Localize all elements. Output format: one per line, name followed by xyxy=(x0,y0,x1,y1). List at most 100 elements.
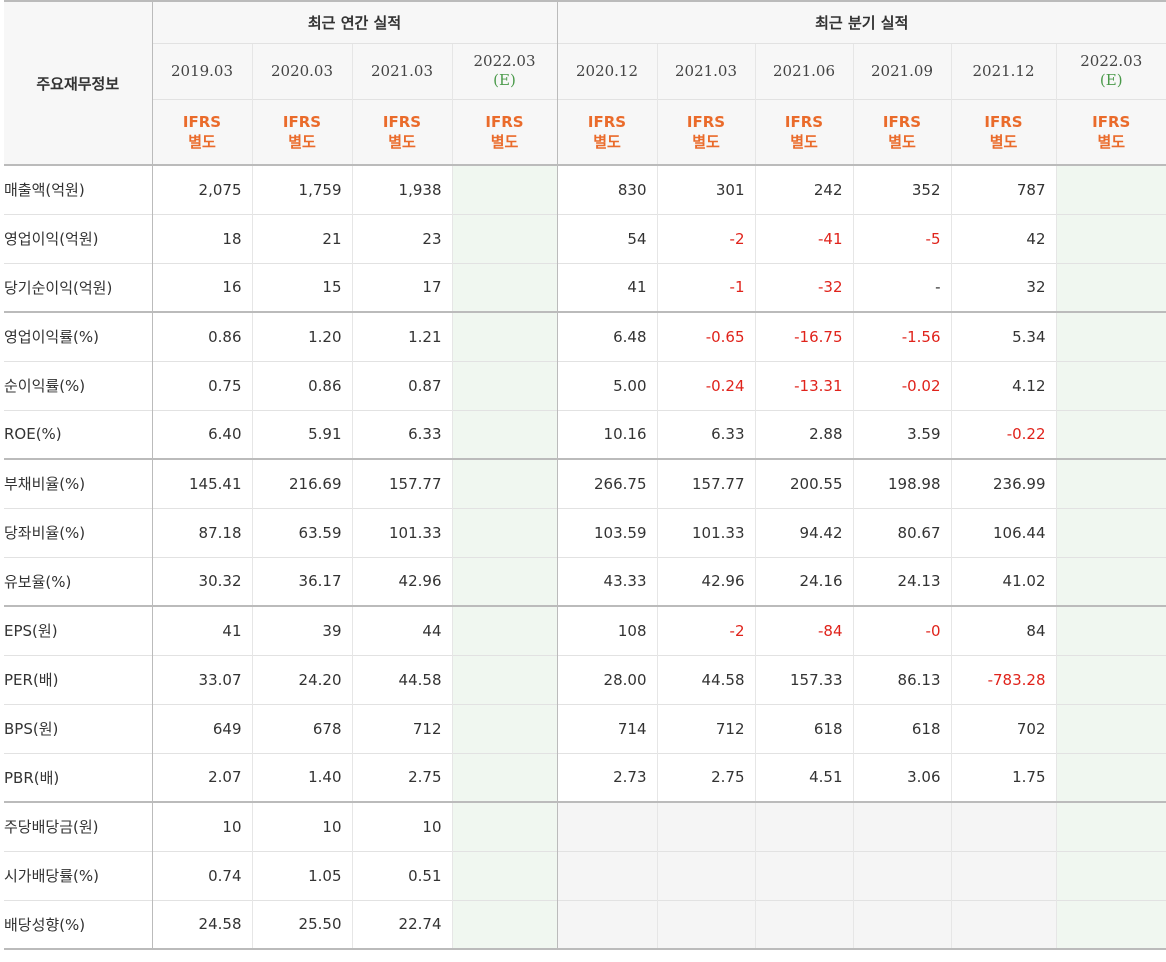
corner-header: 주요재무정보 xyxy=(4,0,153,166)
annual-value-cell: 0.86 xyxy=(251,360,352,410)
row-label: 당기순이익(억원) xyxy=(4,262,153,312)
quarter-value-cell xyxy=(950,801,1056,851)
annual-estimate-cell xyxy=(451,409,557,459)
row-label: 부채비율(%) xyxy=(4,458,153,508)
quarter-value-cell: 106.44 xyxy=(950,507,1056,557)
annual-value-cell: 0.74 xyxy=(151,850,252,900)
quarter-value-cell: -0.24 xyxy=(656,360,755,410)
quarter-value-cell: 43.33 xyxy=(556,556,657,606)
annual-value-cell: 41 xyxy=(151,605,252,655)
quarter-value-cell: 41.02 xyxy=(950,556,1056,606)
annual-estimate-cell xyxy=(451,703,557,753)
annual-value-cell: 25.50 xyxy=(251,899,352,950)
annual-value-cell: 87.18 xyxy=(151,507,252,557)
annual-period-header: 2019.03 xyxy=(151,42,252,99)
row-label: BPS(원) xyxy=(4,703,153,753)
quarter-period-header: 2021.09 xyxy=(852,42,951,99)
annual-estimate-cell xyxy=(451,752,557,802)
quarter-value-cell: -1.56 xyxy=(852,311,951,361)
ifrs-basis-header: IFRS 별도 xyxy=(1055,98,1166,166)
quarter-value-cell xyxy=(950,850,1056,900)
annual-value-cell: 30.32 xyxy=(151,556,252,606)
separate-basis-label: 별도 xyxy=(188,132,216,151)
quarter-estimate-cell xyxy=(1055,311,1166,361)
ifrs-label: IFRS xyxy=(382,112,422,131)
annual-value-cell: 39 xyxy=(251,605,352,655)
quarter-value-cell xyxy=(656,801,755,851)
estimate-year: 2022.03 xyxy=(473,52,536,70)
quarter-value-cell: 103.59 xyxy=(556,507,657,557)
quarter-value-cell: 6.33 xyxy=(656,409,755,459)
quarter-value-cell: 301 xyxy=(656,164,755,214)
quarter-value-cell xyxy=(556,801,657,851)
quarter-estimate-cell xyxy=(1055,458,1166,508)
quarter-value-cell: -0 xyxy=(852,605,951,655)
quarter-estimate-cell xyxy=(1055,213,1166,263)
annual-value-cell: 44.58 xyxy=(351,654,452,704)
quarter-value-cell: 41 xyxy=(556,262,657,312)
annual-value-cell: 18 xyxy=(151,213,252,263)
quarter-value-cell xyxy=(852,801,951,851)
quarter-value-cell: -16.75 xyxy=(754,311,853,361)
quarter-value-cell: -0.65 xyxy=(656,311,755,361)
quarter-estimate-cell xyxy=(1055,164,1166,214)
ifrs-basis-header: IFRS 별도 xyxy=(251,98,352,166)
annual-value-cell: 216.69 xyxy=(251,458,352,508)
row-label: 영업이익률(%) xyxy=(4,311,153,361)
quarter-value-cell: 2.88 xyxy=(754,409,853,459)
annual-value-cell: 10 xyxy=(151,801,252,851)
quarter-value-cell: -84 xyxy=(754,605,853,655)
annual-estimate-cell xyxy=(451,360,557,410)
quarter-value-cell: -13.31 xyxy=(754,360,853,410)
annual-value-cell: 712 xyxy=(351,703,452,753)
ifrs-label: IFRS xyxy=(984,112,1023,131)
table-row: 배당성향(%) 24.58 25.50 22.74 xyxy=(4,899,1166,950)
separate-basis-label: 별도 xyxy=(1097,132,1126,151)
separate-basis-label: 별도 xyxy=(388,132,416,151)
quarter-value-cell: 4.51 xyxy=(754,752,853,802)
row-label: 순이익률(%) xyxy=(4,360,153,410)
annual-estimate-period-header: 2022.03 (E) xyxy=(451,42,557,99)
ifrs-label: IFRS xyxy=(182,112,222,131)
annual-group-header: 최근 연간 실적 xyxy=(152,0,557,43)
annual-value-cell: 36.17 xyxy=(251,556,352,606)
separate-basis-label: 별도 xyxy=(888,132,916,151)
annual-value-cell: 16 xyxy=(151,262,252,312)
quarter-value-cell: 157.77 xyxy=(656,458,755,508)
ifrs-basis-header: IFRS 별도 xyxy=(754,98,853,166)
table-row: 당기순이익(억원) 16 15 17 41 -1 -32-32 xyxy=(4,262,1166,312)
quarter-value-cell: 266.75 xyxy=(556,458,657,508)
quarter-period-header: 2021.06 xyxy=(754,42,853,99)
quarter-value-cell: 3.59 xyxy=(852,409,951,459)
quarter-value-cell xyxy=(852,850,951,900)
quarter-value-cell: 10.16 xyxy=(556,409,657,459)
ifrs-label: IFRS xyxy=(686,112,726,131)
ifrs-label: IFRS xyxy=(784,112,824,131)
quarter-value-cell: -2 xyxy=(656,605,755,655)
annual-value-cell: 1,759 xyxy=(251,164,352,214)
quarter-value-cell: 24.13 xyxy=(852,556,951,606)
annual-estimate-cell xyxy=(451,507,557,557)
annual-estimate-cell xyxy=(451,458,557,508)
quarter-value-cell: -783.28 xyxy=(950,654,1056,704)
quarter-value-cell: 352 xyxy=(852,164,951,214)
quarter-value-cell: 5.34 xyxy=(950,311,1056,361)
annual-estimate-cell xyxy=(451,801,557,851)
ifrs-basis-header: IFRS 별도 xyxy=(656,98,755,166)
annual-period-header: 2020.03 xyxy=(251,42,352,99)
annual-value-cell: 2.07 xyxy=(151,752,252,802)
ifrs-label: IFRS xyxy=(282,112,322,131)
quarter-estimate-period-header: 2022.03 (E) xyxy=(1055,42,1166,99)
annual-value-cell: 24.20 xyxy=(251,654,352,704)
annual-estimate-cell xyxy=(451,311,557,361)
quarter-value-cell: - xyxy=(852,262,951,312)
quarter-value-cell: 2.75 xyxy=(656,752,755,802)
annual-value-cell: 5.91 xyxy=(251,409,352,459)
quarter-estimate-cell xyxy=(1055,752,1166,802)
annual-value-cell: 10 xyxy=(351,801,452,851)
separate-basis-label: 별도 xyxy=(593,132,621,151)
quarter-period-header: 2020.12 xyxy=(556,42,657,99)
annual-value-cell: 1,938 xyxy=(351,164,452,214)
quarter-value-cell: 618 xyxy=(852,703,951,753)
annual-estimate-cell xyxy=(451,213,557,263)
